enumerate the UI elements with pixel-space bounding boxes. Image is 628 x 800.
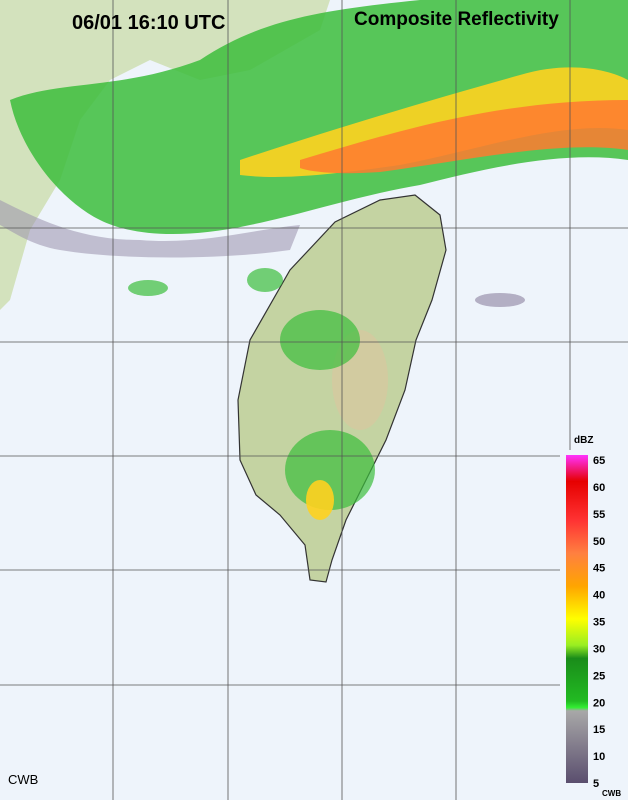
title: Composite Reflectivity [354,9,559,30]
echo-cell [280,310,360,370]
legend-tick-label: 30 [593,643,605,655]
legend-unit: dBZ [574,435,593,446]
mainland [0,0,330,310]
legend-source: CWB [602,789,621,798]
legend-tick-label: 5 [593,778,599,790]
echo-cell [247,268,283,292]
time-label: 06/01 16:10 UTC [72,12,225,34]
legend-tick-label: 60 [593,482,605,494]
legend-tick-label: 35 [593,617,605,629]
color-scale [566,455,588,783]
echo-cell-core [306,480,334,520]
legend-tick-label: 25 [593,670,605,682]
legend-ticks: 65 60 55 50 45 40 35 30 25 20 15 10 5 [593,455,605,790]
legend-tick-label: 10 [593,751,605,763]
echo-light [0,200,300,258]
legend-tick-label: 40 [593,590,605,602]
legend-tick-label: 45 [593,563,605,575]
echo-cell [475,293,525,307]
source-label: CWB [8,772,38,787]
legend-tick-label: 65 [593,455,605,467]
legend-tick-label: 55 [593,509,605,521]
legend-tick-label: 50 [593,536,605,548]
echoes [0,0,628,520]
echo-cell [285,430,375,510]
echo-band-max [300,100,628,174]
legend-tick-label: 15 [593,724,605,736]
echo-cell [128,280,168,296]
legend-tick-label: 20 [593,697,605,709]
echo-band [10,0,628,235]
